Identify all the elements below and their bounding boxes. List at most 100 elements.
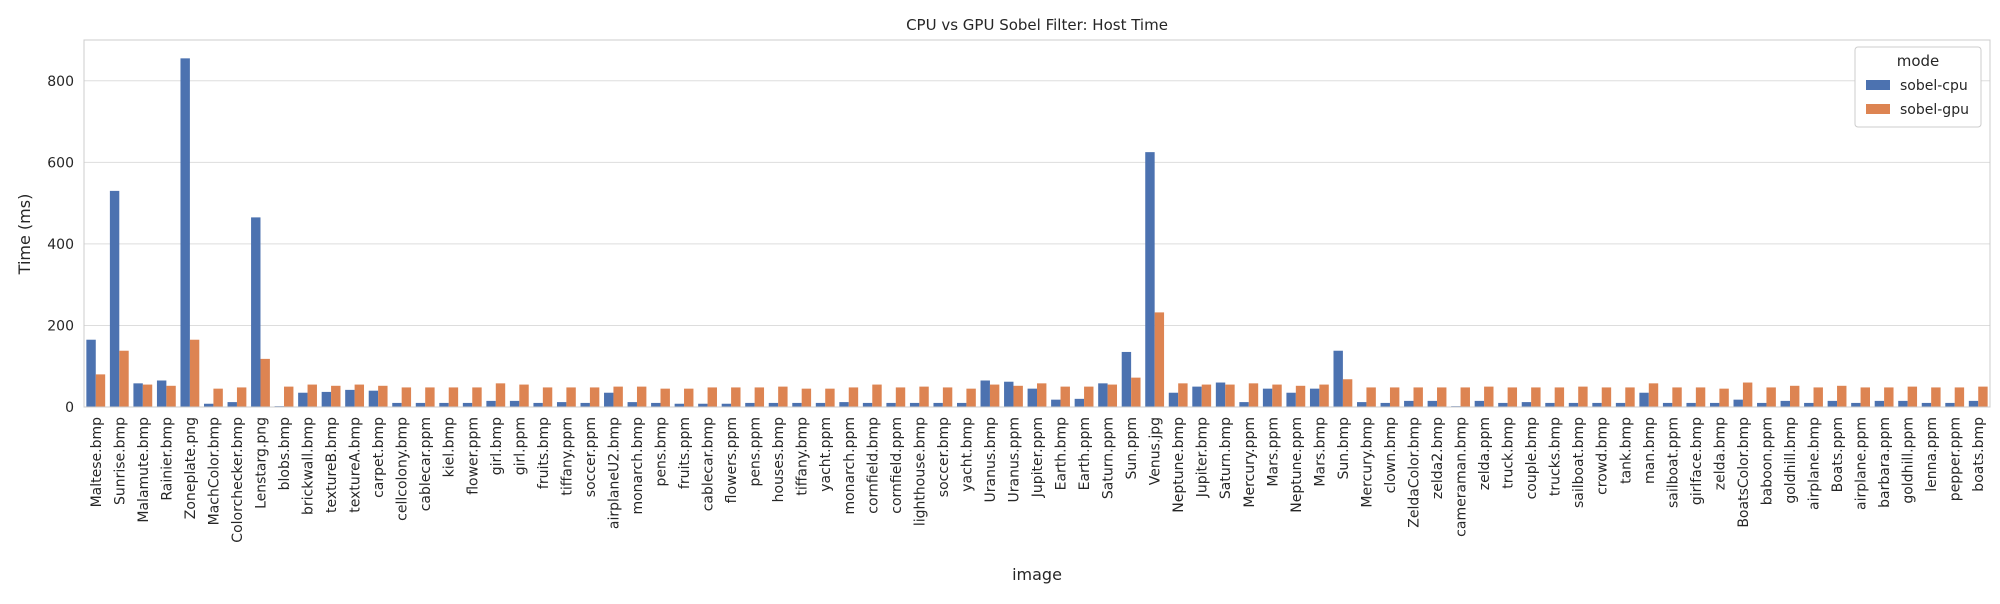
x-tick-label: cornfield.ppm [889,417,905,514]
x-tick-label: Neptune.ppm [1289,417,1305,513]
bar-sobel-cpu-80 [1968,400,1979,407]
bar-sobel-cpu-66 [1639,392,1649,407]
bar-sobel-cpu-67 [1662,402,1673,407]
bar-sobel-gpu-54 [1366,387,1376,407]
bar-sobel-cpu-68 [1686,402,1696,407]
bar-sobel-cpu-61 [1521,402,1532,407]
bar-sobel-cpu-76 [1874,400,1885,407]
bar-sobel-cpu-43 [1098,383,1108,407]
bar-sobel-gpu-78 [1931,387,1941,407]
bar-sobel-cpu-50 [1262,388,1273,407]
x-tick-label: crowd.bmp [1595,417,1611,495]
bar-sobel-cpu-79 [1945,402,1955,407]
legend-label-gpu: sobel-gpu [1900,102,1969,118]
bar-sobel-cpu-1 [109,190,120,407]
x-tick-label: flower.ppm [465,417,481,495]
bar-sobel-cpu-42 [1074,398,1085,407]
x-tick-label: Uranus.ppm [1006,417,1022,502]
y-axis-label: Time (ms) [15,194,34,276]
x-tick-label: airplaneU2.bmp [606,417,622,529]
bar-sobel-cpu-77 [1898,400,1908,407]
x-tick-label: clown.bmp [1383,417,1399,493]
bar-sobel-cpu-27 [721,403,732,407]
x-tick-label: Malamute.bmp [136,417,152,523]
bar-sobel-gpu-25 [684,388,694,407]
x-tick-label: houses.bmp [771,417,787,502]
x-tick-label: man.bmp [1642,417,1658,484]
x-tick-label: Earth.bmp [1054,417,1070,491]
chart-title: CPU vs GPU Sobel Filter: Host Time [906,16,1168,34]
bar-sobel-gpu-37 [966,388,976,407]
bar-sobel-gpu-49 [1248,383,1259,407]
bar-sobel-cpu-49 [1239,402,1249,407]
plot-frame [83,39,1991,408]
x-tick-label: airplane.ppm [1854,417,1870,510]
bar-sobel-gpu-9 [307,384,317,407]
x-tick-label: airplane.bmp [1807,417,1823,510]
bar-sobel-cpu-13 [392,402,402,407]
x-tick-label: yacht.bmp [959,417,975,492]
bar-sobel-gpu-51 [1295,385,1306,407]
x-tick-label: ZeldaColor.bmp [1406,417,1422,528]
bar-sobel-cpu-52 [1309,388,1320,407]
x-tick-label: cellcolony.bmp [395,417,411,521]
bar-sobel-cpu-47 [1192,386,1202,407]
x-tick-label: sailboat.bmp [1571,417,1587,508]
bar-sobel-gpu-42 [1084,386,1094,407]
x-tick-label: textureB.bmp [324,417,340,513]
x-tick-label: pens.bmp [654,417,670,487]
bar-sobel-cpu-23 [627,402,637,407]
x-tick-label: Rainier.bmp [159,417,175,501]
bar-sobel-cpu-62 [1545,402,1555,407]
x-tick-label: Saturn.ppm [1101,417,1117,499]
x-tick-label: sailboat.ppm [1665,417,1681,508]
bar-sobel-cpu-19 [533,402,543,407]
bar-sobel-cpu-12 [368,390,379,407]
bar-sobel-gpu-79 [1954,387,1965,407]
axes [83,39,1991,408]
y-tick-label: 400 [47,237,74,253]
bar-sobel-gpu-50 [1272,384,1282,407]
bar-sobel-cpu-4 [180,58,190,407]
bar-sobel-cpu-65 [1615,402,1626,407]
x-tick-label: Lenstarg.png [253,417,269,509]
x-tick-label: soccer.ppm [583,417,599,497]
bar-sobel-gpu-71 [1766,387,1776,407]
bar-sobel-gpu-45 [1154,312,1165,407]
legend: mode sobel-cpu sobel-gpu [1854,46,1982,128]
x-tick-label: cablecar.bmp [701,417,717,511]
bar-sobel-gpu-23 [636,386,647,407]
bar-sobel-gpu-29 [778,386,788,407]
bar-sobel-gpu-32 [848,387,859,407]
x-tick-label: Sun.ppm [1124,417,1140,480]
bar-sobel-cpu-78 [1921,402,1932,407]
bar-sobel-gpu-80 [1978,386,1988,407]
x-tick-label: cameraman.bmp [1454,417,1470,537]
legend-swatch-cpu [1866,80,1890,90]
bar-sobel-gpu-41 [1060,386,1070,407]
bar-sobel-gpu-12 [378,385,388,407]
bar-sobel-cpu-40 [1027,388,1037,407]
bar-sobel-gpu-3 [166,385,176,407]
bar-sobel-cpu-9 [298,392,308,407]
y-tick-label: 0 [65,400,74,416]
bar-sobel-cpu-64 [1592,402,1602,407]
bar-sobel-gpu-27 [731,387,741,407]
x-tick-label: Jupiter.bmp [1195,417,1211,498]
bar-sobel-gpu-65 [1625,387,1635,407]
bar-sobel-cpu-33 [862,402,873,407]
x-tick-label: baboon.ppm [1759,417,1775,505]
bar-sobel-cpu-6 [227,402,237,407]
bar-sobel-cpu-32 [839,402,849,407]
bar-sobel-gpu-59 [1484,386,1494,407]
bar-sobel-cpu-39 [1004,381,1014,407]
x-tick-label: Neptune.bmp [1171,417,1187,513]
bar-sobel-gpu-10 [331,385,341,407]
bar-sobel-cpu-35 [909,402,920,407]
bar-sobel-gpu-72 [1789,385,1800,407]
x-tick-label: brickwall.bmp [301,417,317,515]
x-tick-label: barbara.ppm [1877,417,1893,508]
x-tick-label: cornfield.bmp [865,417,881,514]
bar-sobel-gpu-52 [1319,384,1329,407]
x-tick-label: lenna.ppm [1924,417,1940,492]
